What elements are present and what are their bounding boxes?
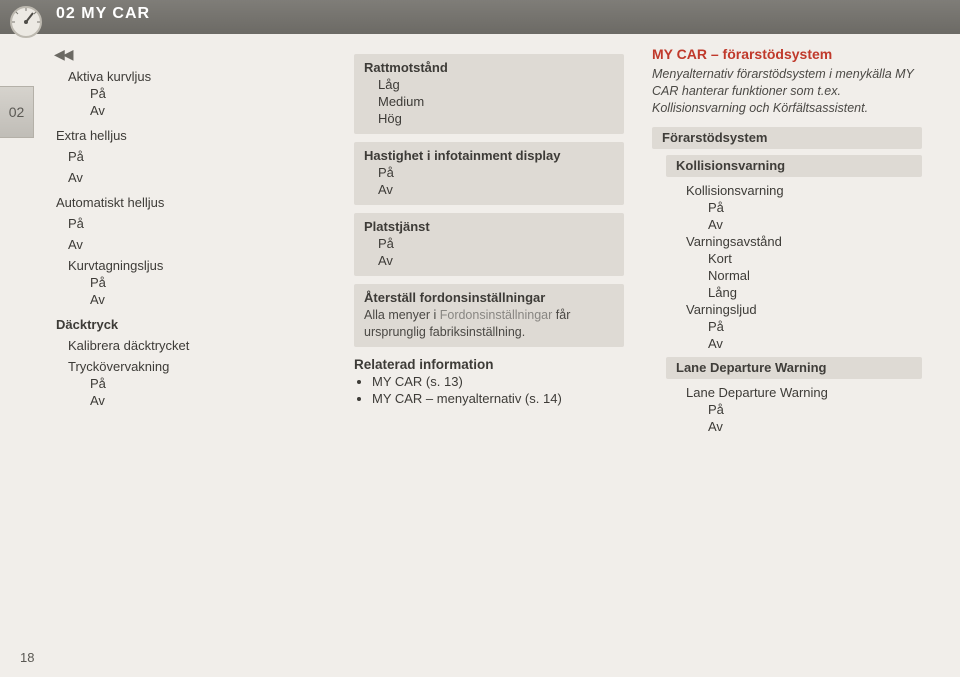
- menu-option: Kort: [708, 251, 922, 266]
- menu-option: På: [378, 236, 614, 251]
- section-title: MY CAR – förarstödsystem: [652, 46, 922, 62]
- menu-item: Tryckövervakning: [68, 359, 326, 374]
- box-title: Återställ fordonsinställningar: [364, 290, 614, 305]
- menu-option: På: [708, 200, 922, 215]
- col-2: Rattmotstånd Låg Medium Hög Hastighet i …: [354, 46, 624, 436]
- menu-option: På: [90, 376, 326, 391]
- related-link: MY CAR – menyalternativ (s. 14): [372, 391, 624, 406]
- menu-option: Av: [68, 170, 326, 185]
- menu-item: Varningsljud: [686, 302, 922, 317]
- continue-icon: ◀◀: [54, 46, 326, 63]
- menu-option: Lång: [708, 285, 922, 300]
- page-title: 02 MY CAR: [56, 5, 150, 23]
- note-text-em: Fordonsinställningar: [440, 308, 553, 322]
- menu-bar: Lane Departure Warning: [666, 357, 922, 379]
- manual-page: 02 MY CAR 02 ◀◀ Aktiva kurvljus På Av Ex…: [0, 0, 960, 677]
- menu-option: På: [708, 402, 922, 417]
- menu-item: Varningsavstånd: [686, 234, 922, 249]
- page-number: 18: [20, 650, 34, 665]
- menu-option: Av: [90, 393, 326, 408]
- menu-option: Av: [378, 253, 614, 268]
- box-title: Platstjänst: [364, 219, 614, 234]
- menu-option: Av: [68, 237, 326, 252]
- menu-option: Av: [708, 217, 922, 232]
- menu-option: På: [378, 165, 614, 180]
- menu-option: Av: [708, 336, 922, 351]
- menu-item: Kollisionsvarning: [686, 183, 922, 198]
- content-columns: ◀◀ Aktiva kurvljus På Av Extra helljus P…: [56, 46, 940, 436]
- menu-item: Aktiva kurvljus: [68, 69, 326, 84]
- menu-option: Normal: [708, 268, 922, 283]
- section-intro: Menyalternativ förarstödsystem i menykäl…: [652, 66, 922, 117]
- menu-option: På: [90, 275, 326, 290]
- menu-option: Låg: [378, 77, 614, 92]
- page-header: 02 MY CAR: [0, 0, 960, 34]
- settings-box: Hastighet i infotainment display På Av: [354, 142, 624, 205]
- menu-option: Hög: [378, 111, 614, 126]
- related-heading: Relaterad information: [354, 357, 624, 372]
- menu-option: På: [708, 319, 922, 334]
- menu-item: Lane Departure Warning: [686, 385, 922, 400]
- menu-option: Av: [90, 292, 326, 307]
- related-link: MY CAR (s. 13): [372, 374, 624, 389]
- menu-item: Extra helljus: [56, 128, 326, 143]
- menu-option: Av: [90, 103, 326, 118]
- related-list: MY CAR (s. 13) MY CAR – menyalternativ (…: [372, 374, 624, 406]
- settings-box: Rattmotstånd Låg Medium Hög: [354, 54, 624, 134]
- menu-item: Kalibrera däcktrycket: [68, 338, 326, 353]
- menu-item: Kurvtagningsljus: [68, 258, 326, 273]
- settings-box: Återställ fordonsinställningar Alla meny…: [354, 284, 624, 347]
- gauge-icon: [6, 2, 46, 42]
- menu-option: På: [68, 216, 326, 231]
- menu-option: Av: [708, 419, 922, 434]
- box-note: Alla menyer i Fordonsinställningar får u…: [364, 307, 614, 341]
- menu-option: Av: [378, 182, 614, 197]
- menu-option: Medium: [378, 94, 614, 109]
- col-1: ◀◀ Aktiva kurvljus På Av Extra helljus P…: [56, 46, 326, 436]
- menu-item: Automatiskt helljus: [56, 195, 326, 210]
- menu-bar: Kollisionsvarning: [666, 155, 922, 177]
- box-title: Hastighet i infotainment display: [364, 148, 614, 163]
- menu-section: Däcktryck: [56, 317, 326, 332]
- note-text: Alla menyer i: [364, 308, 440, 322]
- settings-box: Platstjänst På Av: [354, 213, 624, 276]
- box-title: Rattmotstånd: [364, 60, 614, 75]
- menu-option: På: [68, 149, 326, 164]
- menu-option: På: [90, 86, 326, 101]
- side-tab: 02: [0, 86, 34, 138]
- col-3: MY CAR – förarstödsystem Menyalternativ …: [652, 46, 922, 436]
- menu-bar: Förarstödsystem: [652, 127, 922, 149]
